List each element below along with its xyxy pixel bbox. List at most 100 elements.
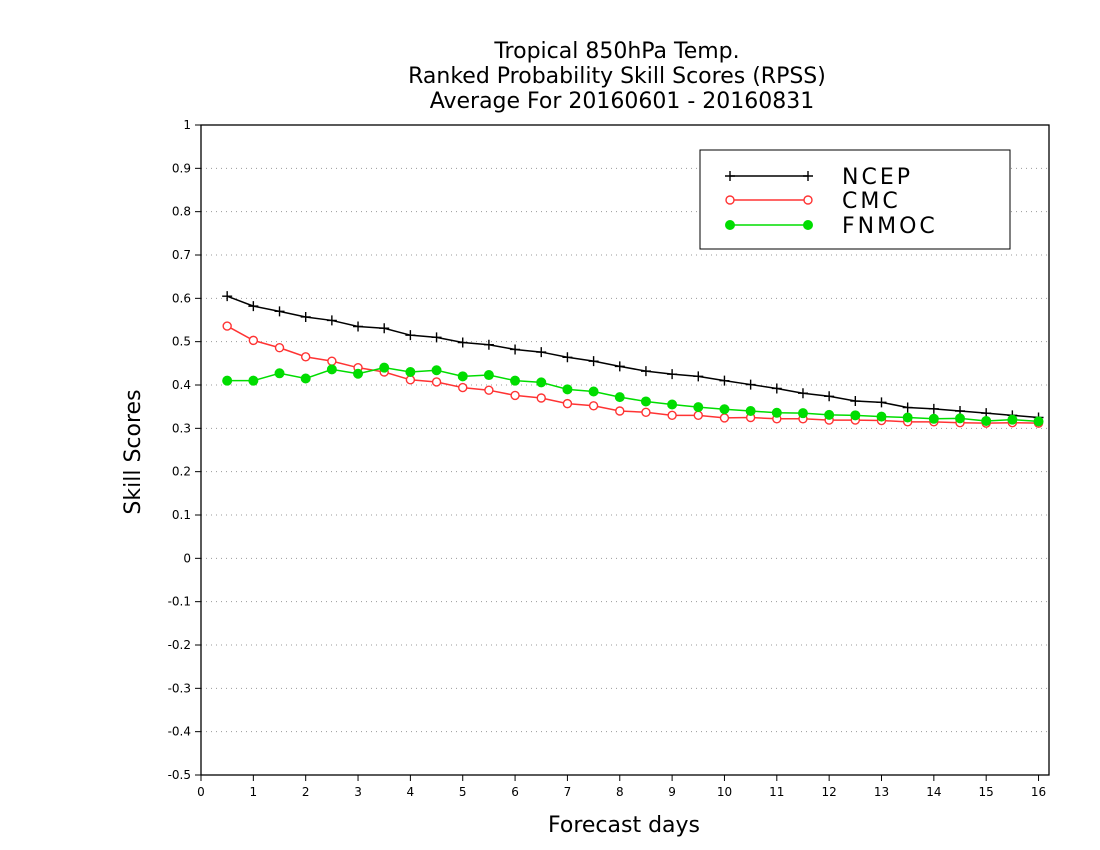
data-point-ncep (353, 321, 364, 332)
data-point-fnmoc (981, 415, 992, 426)
x-tick-label: 0 (197, 785, 205, 799)
data-point-fnmoc (326, 364, 337, 375)
data-point-cmc (458, 382, 468, 393)
x-tick-label: 8 (616, 785, 624, 799)
data-point-ncep (405, 330, 416, 341)
data-point-fnmoc (353, 368, 364, 379)
data-point-fnmoc (614, 392, 625, 403)
legend-item-fnmoc: FNMOC (725, 214, 938, 239)
data-point-ncep (248, 301, 259, 312)
y-tick-labels: -0.5 -0.4 -0.3 -0.2 -0.1 0 0.1 0.2 0.3 0.4 0.5 0.6 0… (168, 118, 201, 782)
y-tick-label: -0.3 (168, 681, 191, 695)
data-point-ncep (614, 361, 625, 372)
legend-marker (803, 171, 813, 181)
data-point-fnmoc (248, 375, 259, 386)
data-point-ncep (562, 352, 573, 363)
data-point-ncep (274, 306, 285, 317)
data-point-fnmoc (483, 370, 494, 381)
y-tick-label: 0.2 (172, 465, 191, 479)
data-point-fnmoc (222, 375, 233, 386)
plot-frame (200, 124, 1050, 776)
title-line-3: Average For 20160601 - 20160831 (430, 89, 815, 114)
data-point-ncep (483, 339, 494, 350)
data-point-cmc (510, 390, 520, 401)
legend-marker (725, 195, 735, 205)
data-point-fnmoc (405, 367, 416, 377)
data-point-fnmoc (667, 399, 678, 410)
data-point-fnmoc (431, 365, 442, 376)
data-point-fnmoc (457, 371, 468, 382)
data-point-ncep (300, 311, 311, 322)
data-point-cmc (431, 377, 442, 387)
x-tick-label: 5 (459, 785, 467, 799)
data-point-fnmoc (510, 375, 521, 386)
data-point-fnmoc (719, 404, 730, 415)
data-point-ncep (588, 356, 599, 367)
x-tick-label: 12 (822, 785, 837, 799)
data-point-fnmoc (955, 413, 966, 424)
data-point-ncep (510, 344, 521, 355)
y-tick-label: 0.4 (172, 378, 191, 392)
x-axis-label: Forecast days (548, 813, 700, 838)
data-point-cmc (667, 410, 677, 421)
series-cmc (222, 321, 1044, 428)
data-point-fnmoc (850, 410, 861, 421)
x-tick-labels: 0 1 2 3 4 5 6 7 8 9 10 11 12 13 14 15 16 (197, 775, 1046, 799)
gridlines (201, 167, 1049, 733)
y-tick-label: 0.1 (172, 508, 191, 522)
data-point-fnmoc (797, 408, 808, 419)
data-point-ncep (431, 332, 442, 343)
data-point-fnmoc (824, 409, 835, 420)
data-point-ncep (719, 375, 730, 386)
data-point-ncep (326, 315, 337, 326)
y-tick-label: 0.7 (172, 248, 191, 262)
data-point-cmc (693, 410, 703, 421)
data-point-cmc (719, 413, 730, 423)
legend-label: FNMOC (842, 214, 938, 239)
series-ncep (222, 291, 1044, 423)
y-tick-label: -0.2 (168, 638, 191, 652)
data-point-ncep (824, 391, 835, 402)
data-point-ncep (457, 337, 468, 348)
x-tick-label: 9 (668, 785, 676, 799)
data-point-fnmoc (379, 362, 390, 373)
x-tick-label: 2 (302, 785, 310, 799)
data-point-fnmoc (588, 386, 599, 397)
y-tick-label: 0.3 (172, 421, 191, 435)
legend-marker (725, 220, 735, 230)
x-tick-label: 1 (250, 785, 258, 799)
data-point-ncep (876, 397, 887, 408)
data-point-cmc (300, 352, 311, 362)
data-point-ncep (850, 396, 861, 407)
data-point-ncep (928, 403, 939, 414)
data-point-ncep (536, 347, 547, 358)
data-point-cmc (248, 335, 259, 346)
series-line-fnmoc (227, 366, 1039, 423)
data-point-cmc (327, 356, 337, 366)
data-point-fnmoc (1007, 414, 1018, 425)
data-point-ncep (693, 371, 704, 382)
data-point-cmc (641, 407, 651, 417)
y-tick-label: 0.5 (172, 335, 191, 349)
x-tick-label: 14 (926, 785, 941, 799)
data-point-fnmoc (300, 373, 311, 384)
legend-marker (803, 195, 813, 205)
title-line-2: Ranked Probability Skill Scores (RPSS) (408, 64, 826, 89)
legend-item-ncep: NCEP (725, 165, 913, 190)
data-point-fnmoc (536, 377, 547, 388)
data-point-cmc (562, 398, 573, 409)
y-tick-label: 0.9 (172, 161, 191, 175)
x-tick-label: 4 (407, 785, 415, 799)
legend-label: NCEP (842, 165, 913, 190)
y-tick-label: 1 (183, 118, 191, 132)
data-point-ncep (379, 323, 390, 334)
data-point-cmc (536, 393, 546, 403)
data-point-fnmoc (928, 413, 939, 424)
x-tick-label: 15 (979, 785, 994, 799)
data-point-fnmoc (876, 411, 887, 422)
data-point-cmc (484, 385, 494, 395)
x-tick-label: 16 (1031, 785, 1046, 799)
legend-marker (803, 220, 813, 230)
data-point-fnmoc (745, 406, 756, 416)
